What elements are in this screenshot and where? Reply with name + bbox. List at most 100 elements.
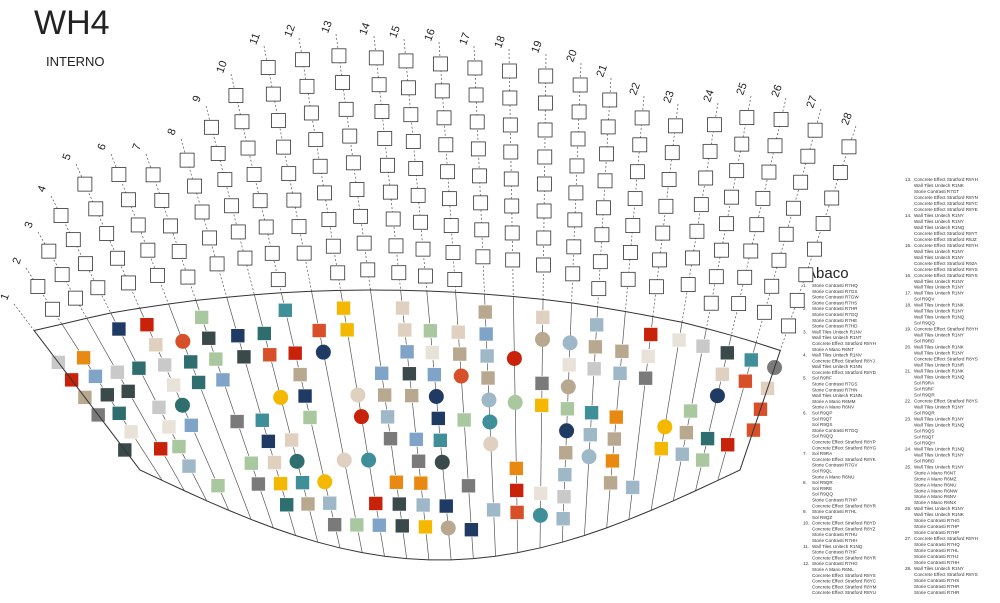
abaco-item: Wall Tiles Unitech R1NR (914, 363, 965, 368)
empty-slot (570, 131, 586, 147)
tile (353, 409, 369, 425)
empty-slot (597, 173, 613, 189)
abaco-number: 27. (905, 536, 911, 541)
abaco-number: 28. (905, 566, 911, 571)
column-label: 9 (190, 94, 203, 104)
tile (425, 345, 440, 360)
empty-slot (467, 60, 483, 76)
tile (284, 432, 299, 448)
abaco-item: Wall Tiles Unitech R1NT (812, 335, 862, 340)
empty-slot (596, 200, 611, 216)
empty-slot (786, 200, 801, 216)
abaco-item: Concrete Effect Stratford R8YZ (812, 526, 876, 531)
empty-slot (291, 219, 307, 235)
empty-slot (757, 304, 772, 320)
abaco-item: Storie A Mano R6MZ (914, 476, 957, 481)
empty-slot (388, 238, 404, 254)
tile (183, 354, 199, 370)
empty-slot (773, 112, 789, 127)
tile (535, 310, 551, 325)
band-outline (33, 289, 781, 561)
empty-slot (349, 182, 365, 197)
tile (273, 476, 288, 491)
column-label: 2 (10, 256, 23, 266)
tile (483, 436, 499, 452)
empty-slot (538, 68, 554, 84)
tile (561, 357, 577, 373)
empty-slot (377, 131, 393, 146)
empty-slot (410, 187, 426, 203)
abaco-number: 21. (905, 369, 911, 374)
tile (738, 373, 753, 389)
tile (174, 397, 190, 413)
tile (181, 458, 197, 474)
abaco-item: Storie Contrasti R7GQ (812, 428, 858, 433)
abaco-number: 1. (803, 283, 807, 288)
tile (477, 304, 493, 320)
column-label: 6 (95, 142, 108, 152)
tile (302, 410, 318, 425)
dashed-guide (597, 77, 612, 307)
tile (532, 507, 548, 523)
tile (184, 418, 199, 433)
column-line (86, 318, 185, 491)
empty-slot (693, 197, 709, 213)
abaco-item: Storie Contrasti R7HQ (914, 542, 960, 547)
abaco-item: Wall Tiles Unitech R1NY (914, 404, 964, 409)
empty-slot (743, 243, 759, 259)
abaco-item: Concrete Effect Stratford R8YE (914, 207, 978, 212)
empty-slot (312, 158, 328, 174)
empty-slot (130, 217, 146, 233)
empty-slot (380, 157, 395, 173)
abaco-item: Wall Tiles Unitech R1NY (914, 506, 964, 511)
abaco-item: Storie Contrasti R7HJ (914, 554, 958, 559)
empty-slot (668, 118, 683, 134)
empty-slot (171, 244, 187, 259)
abaco-item: Storie Contrasti R7GQ (812, 312, 858, 317)
dashed-guide (755, 108, 822, 343)
dashed-guide (230, 73, 282, 293)
abaco-item: Storie Contrasti R7GS (812, 289, 857, 294)
abaco-number: 4. (803, 353, 807, 358)
tile (720, 437, 735, 453)
tile (88, 369, 103, 384)
empty-slot (382, 184, 398, 200)
empty-slot (99, 226, 115, 241)
abaco-number: 26. (905, 506, 911, 511)
empty-slot (78, 256, 93, 272)
tile (392, 496, 407, 512)
empty-slot (685, 250, 700, 266)
empty-slot (442, 191, 457, 207)
column-label: 22 (627, 81, 642, 97)
tile (230, 328, 246, 344)
column-label: 11 (248, 32, 263, 47)
abaco-item: Storie A Mano R6NL (812, 567, 854, 572)
empty-slot (755, 190, 771, 206)
empty-slot (338, 101, 354, 117)
abaco-item: Concrete Effect Stratford R8YK (812, 457, 877, 462)
dashed-guide (508, 48, 514, 297)
empty-slot (781, 318, 796, 334)
empty-slot (296, 245, 312, 261)
abaco-number: 8. (803, 480, 807, 485)
tile (479, 348, 495, 364)
empty-slot (623, 245, 638, 260)
empty-slot (764, 278, 780, 294)
tile (657, 419, 673, 435)
column-label: 25 (734, 81, 749, 97)
tile (161, 419, 177, 435)
column-label: 28 (839, 111, 854, 127)
tile (399, 344, 415, 360)
abaco-number: 23. (905, 416, 911, 421)
tile (236, 349, 252, 365)
empty-slot (680, 277, 696, 292)
abaco-item: Concrete Effect Stratford R8YD (812, 370, 877, 375)
tile (361, 452, 377, 468)
empty-slot (163, 218, 178, 234)
tile (433, 433, 448, 448)
abaco-item: Wall Tiles Unitech R1NV (812, 329, 863, 334)
abaco-item: Sol R9QS (812, 422, 832, 427)
tile (317, 474, 333, 490)
column-label: 14 (357, 21, 372, 37)
tile (481, 392, 497, 408)
